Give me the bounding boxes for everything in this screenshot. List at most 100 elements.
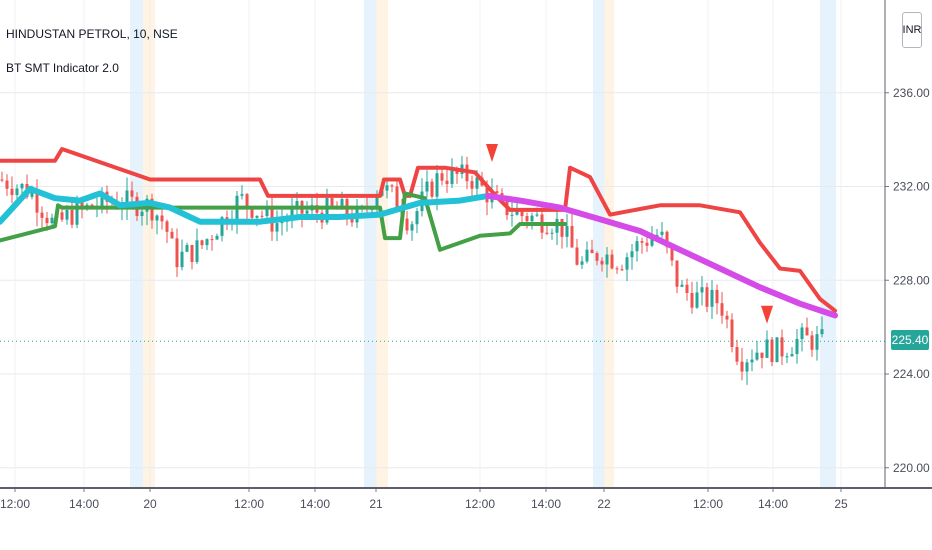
upper-band-line — [0, 147, 837, 313]
candle-body — [435, 173, 439, 197]
session-band-21 — [376, 0, 388, 488]
y-tick-label: 232.00 — [893, 180, 930, 194]
candle-body — [260, 215, 264, 217]
candle-body — [275, 223, 279, 232]
candle-body — [475, 177, 479, 189]
candle-body — [15, 188, 19, 196]
candle-body — [705, 287, 709, 307]
symbol-title[interactable]: HINDUSTAN PETROL, 10, NSE — [6, 27, 178, 41]
candle-body — [20, 184, 24, 189]
candle-body — [405, 218, 409, 231]
lower-band-line — [0, 191, 567, 252]
candle-body — [340, 199, 344, 210]
candle-body — [595, 253, 599, 261]
candle-body — [30, 192, 34, 197]
candle-body — [280, 221, 284, 224]
x-tick-label: 12:00 — [693, 497, 723, 511]
candle-body — [775, 337, 779, 363]
candle-body — [295, 201, 299, 209]
candle-body — [520, 210, 524, 217]
candle-body — [615, 268, 619, 270]
candle-body — [440, 173, 444, 181]
candle-body — [625, 257, 629, 270]
candle-body — [375, 195, 379, 209]
session-band-22 — [604, 0, 614, 488]
candle-body — [210, 239, 214, 241]
candle-body — [425, 181, 429, 192]
candle-body — [10, 188, 14, 196]
candle-body — [130, 190, 134, 197]
candle-body — [765, 339, 769, 358]
candle-body — [515, 210, 519, 215]
candle-body — [160, 215, 164, 222]
candle-body — [70, 209, 74, 225]
candle-body — [700, 287, 704, 293]
candle-body — [820, 329, 824, 335]
x-tick-label: 14:00 — [300, 497, 330, 511]
indicator-lines — [0, 147, 838, 319]
candle-body — [740, 361, 744, 372]
candle-body — [525, 216, 529, 222]
candle-body — [155, 215, 159, 221]
candle-body — [140, 211, 144, 216]
candle-body — [755, 352, 759, 360]
indicator-title[interactable]: BT SMT Indicator 2.0 — [6, 61, 119, 75]
candle-body — [415, 211, 419, 225]
session-band-22 — [593, 0, 604, 488]
candle-body — [635, 241, 639, 252]
candle-body — [735, 347, 739, 362]
candle-body — [0, 179, 4, 181]
candle-body — [590, 249, 594, 254]
y-tick-label: 228.00 — [893, 273, 930, 287]
candle-body — [580, 261, 584, 265]
candle-body — [190, 245, 194, 262]
candle-body — [575, 247, 579, 265]
candle-body — [605, 254, 609, 265]
candle-body — [330, 198, 334, 206]
chart-legend: HINDUSTAN PETROL, 10, NSE BT SMT Indicat… — [6, 26, 178, 94]
candle-body — [5, 180, 9, 189]
candle-body — [450, 168, 454, 185]
session-band-21 — [364, 0, 376, 488]
candle-body — [695, 292, 699, 308]
candle-body — [185, 245, 189, 252]
candle-body — [710, 289, 714, 307]
candle-body — [550, 232, 554, 234]
y-tick-label: 236.00 — [893, 86, 930, 100]
candle-body — [250, 206, 254, 218]
y-tick-label: 220.00 — [893, 461, 930, 475]
candle-body — [290, 208, 294, 221]
candle-body — [395, 186, 399, 210]
candle-body — [760, 352, 764, 358]
candle-body — [205, 239, 209, 246]
candle-body — [470, 181, 474, 189]
candle-body — [325, 198, 329, 223]
candle-body — [305, 210, 309, 214]
sell-signal-marker — [761, 305, 773, 324]
last-price-tag: 225.40 — [891, 330, 929, 350]
x-tick-label: 21 — [369, 497, 383, 511]
candle-body — [35, 192, 39, 213]
candle-body — [805, 327, 809, 336]
candle-body — [795, 338, 799, 355]
candle-body — [180, 251, 184, 268]
candle-body — [65, 209, 69, 220]
candle-body — [220, 217, 224, 236]
candle-body — [645, 242, 649, 246]
candle-body — [100, 191, 104, 208]
candle-body — [500, 193, 504, 197]
currency-badge[interactable]: INR — [902, 12, 922, 48]
candle-body — [165, 221, 169, 232]
moving-average-bull-line — [0, 185, 491, 225]
candle-body — [445, 180, 449, 185]
session-band-20 — [130, 0, 143, 488]
candle-body — [175, 238, 179, 268]
candle-body — [215, 235, 219, 240]
candle-body — [430, 181, 434, 197]
candle-body — [75, 202, 79, 225]
candle-body — [770, 339, 774, 363]
candle-body — [715, 289, 719, 304]
x-tick-label: 20 — [143, 497, 157, 511]
candle-body — [40, 212, 44, 218]
